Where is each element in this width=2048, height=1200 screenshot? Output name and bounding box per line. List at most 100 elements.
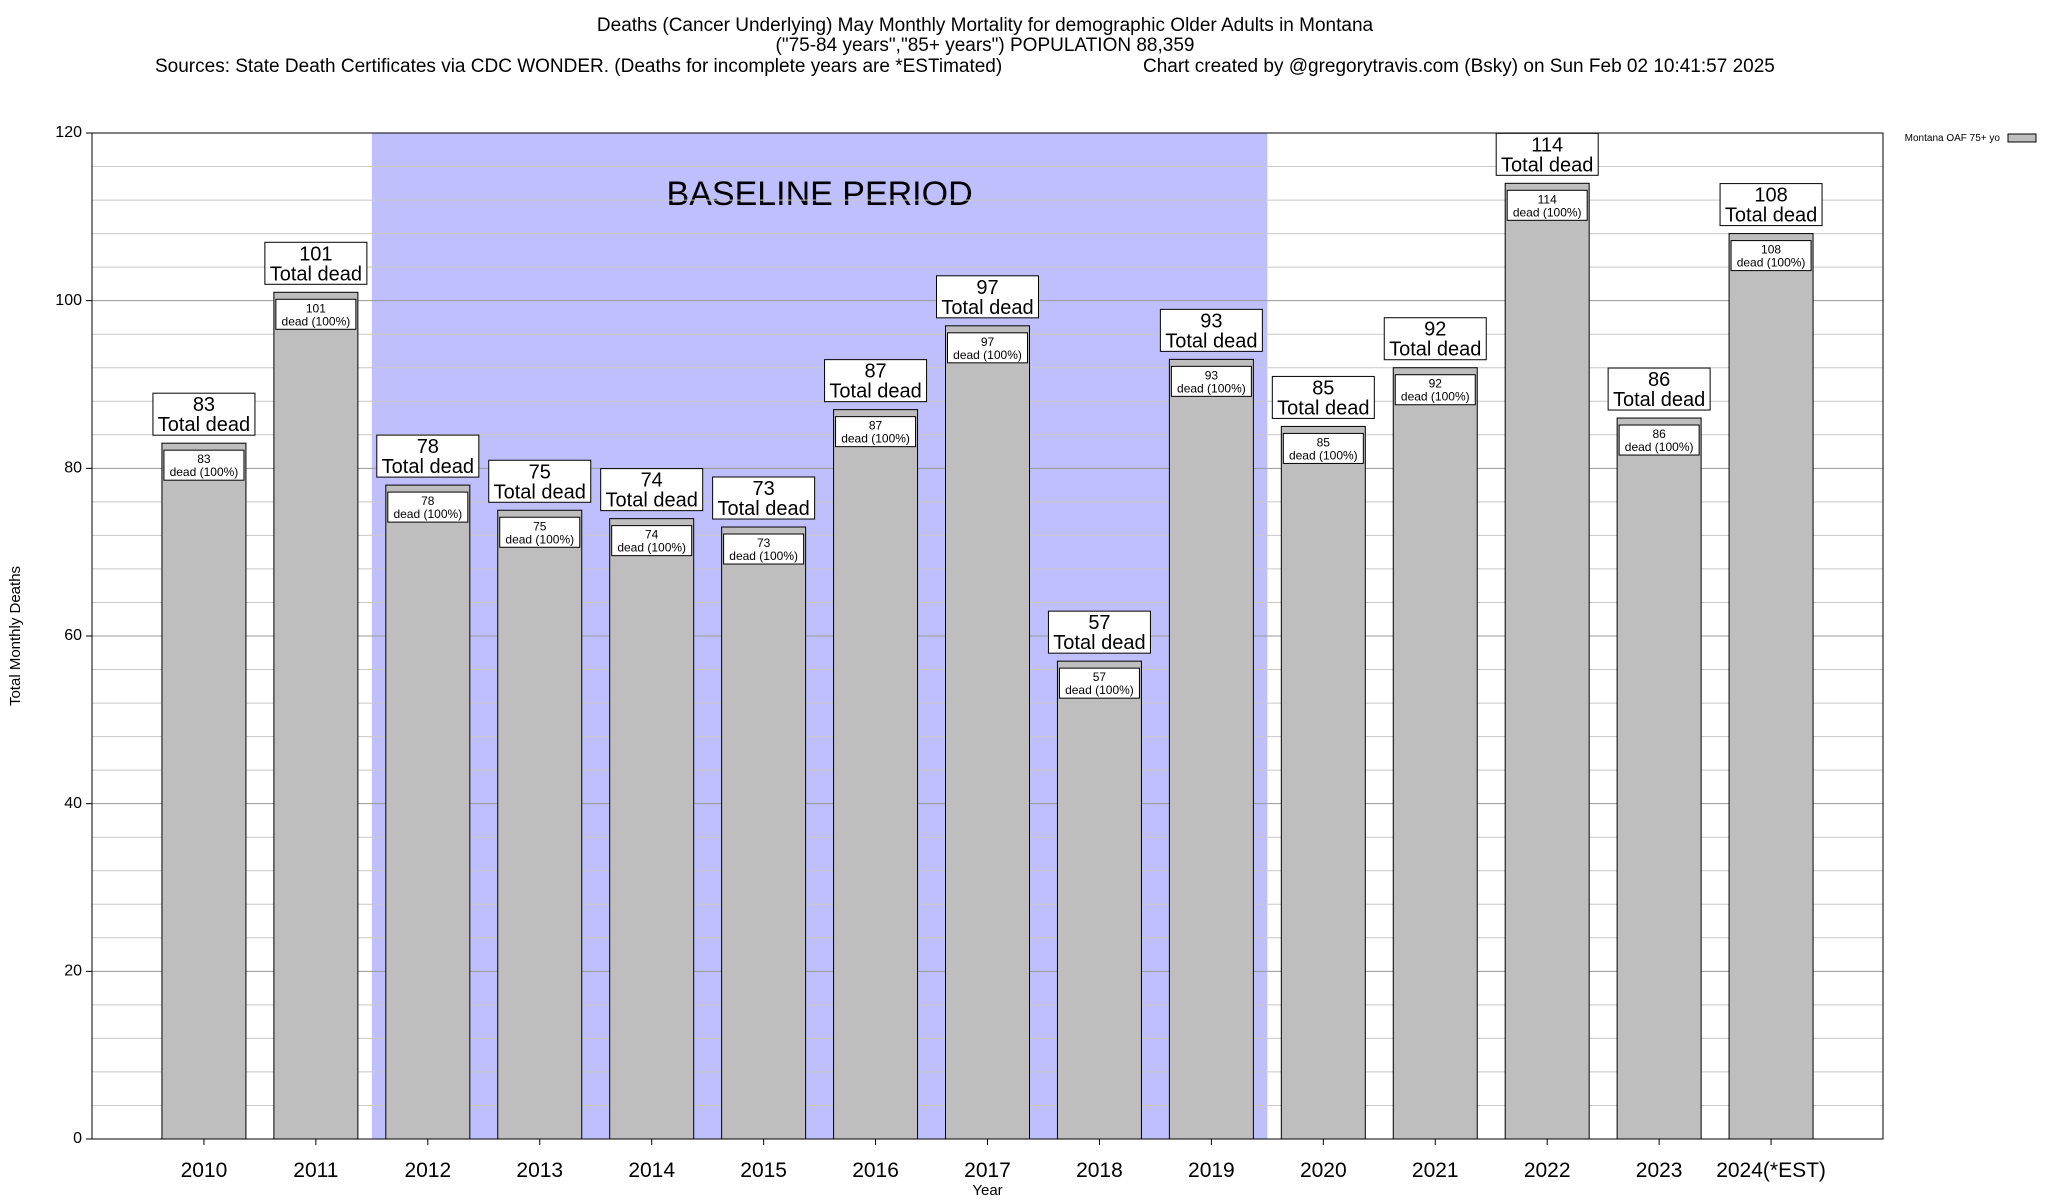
segment-value: 78 (421, 494, 435, 508)
y-axis-label: Total Monthly Deaths (7, 566, 24, 706)
segment-label: dead (100%) (505, 532, 574, 546)
total-label-box (1495, 132, 1599, 176)
segment-label-box (1730, 240, 1812, 272)
y-tick-label: 40 (64, 795, 82, 812)
segment-label: dead (100%) (729, 549, 798, 563)
total-label-box (824, 359, 928, 403)
x-tick-label: 2014 (628, 1159, 675, 1182)
total-label: Total dead (158, 414, 250, 436)
segment-label-box (1058, 667, 1140, 699)
total-label: Total dead (717, 498, 809, 520)
total-label-box (1383, 317, 1487, 361)
segment-value: 92 (1429, 377, 1443, 391)
total-label: Total dead (1165, 330, 1257, 352)
total-value: 108 (1754, 185, 1787, 207)
x-tick-label: 2012 (404, 1159, 451, 1182)
segment-label: dead (100%) (841, 432, 910, 446)
chart-sources: Sources: State Death Certificates via CD… (155, 56, 1002, 77)
bar (1280, 425, 1366, 1140)
bar (497, 509, 583, 1140)
total-label: Total dead (1501, 154, 1593, 176)
segment-value: 83 (197, 452, 211, 466)
total-value: 101 (299, 243, 332, 265)
total-label-box (1271, 375, 1375, 419)
total-label: Total dead (606, 490, 698, 512)
segment-label: dead (100%) (282, 314, 351, 328)
total-label: Total dead (941, 297, 1033, 319)
total-value: 75 (529, 461, 551, 483)
bar (833, 409, 919, 1140)
x-tick-label: 2016 (852, 1159, 899, 1182)
x-tick-label: 2010 (181, 1159, 228, 1182)
total-value: 74 (641, 470, 663, 492)
bar (385, 484, 471, 1140)
y-tick-label: 120 (55, 124, 82, 141)
chart-credit: Chart created by @gregorytravis.com (Bsk… (1143, 56, 1775, 77)
total-value: 57 (1088, 612, 1110, 634)
x-tick-label: 2018 (1076, 1159, 1123, 1182)
total-label-box (264, 241, 368, 285)
total-label-box (1159, 308, 1263, 352)
segment-label-box (1170, 365, 1252, 397)
total-label: Total dead (829, 381, 921, 403)
segment-label: dead (100%) (1289, 448, 1358, 462)
bar (273, 291, 359, 1140)
total-label-box (488, 459, 592, 503)
segment-value: 87 (869, 419, 883, 433)
x-tick-label: 2021 (1412, 1159, 1459, 1182)
total-value: 97 (976, 277, 998, 299)
segment-label: dead (100%) (953, 348, 1022, 362)
bar (945, 325, 1030, 1140)
segment-value: 114 (1538, 192, 1557, 206)
bar (1616, 417, 1702, 1140)
y-tick-label: 20 (64, 963, 82, 980)
segment-label-box (1506, 189, 1588, 221)
bar (1168, 358, 1254, 1140)
segment-value: 93 (1205, 368, 1219, 382)
total-value: 83 (193, 394, 215, 416)
legend: Montana OAF 75+ yo (1905, 133, 2037, 144)
segment-label-box (611, 525, 693, 557)
segment-label: dead (100%) (1401, 390, 1470, 404)
segment-value: 74 (645, 528, 659, 542)
baseline-label: BASELINE PERIOD (667, 175, 973, 213)
segment-label: dead (100%) (1065, 683, 1134, 697)
segment-label: dead (100%) (617, 541, 686, 555)
total-label: Total dead (1725, 205, 1817, 227)
bar (161, 442, 247, 1140)
total-value: 78 (417, 436, 439, 458)
segment-value: 97 (981, 335, 995, 349)
total-value: 73 (753, 478, 775, 500)
total-label: Total dead (1613, 389, 1705, 411)
total-label: Total dead (1277, 397, 1369, 419)
segment-label-box (499, 516, 581, 548)
total-label-box (152, 392, 256, 436)
total-label-box (1047, 610, 1151, 654)
total-value: 87 (864, 361, 886, 383)
x-tick-label: 2017 (964, 1159, 1011, 1182)
segment-value: 85 (1317, 435, 1331, 449)
segment-value: 75 (533, 519, 547, 533)
total-label: Total dead (1053, 632, 1145, 654)
x-axis-label: Year (972, 1182, 1002, 1199)
legend-swatch (2007, 133, 2037, 143)
y-tick-label: 100 (55, 292, 82, 309)
x-tick-label: 2022 (1524, 1159, 1571, 1182)
total-label-box (936, 275, 1039, 319)
bar (1056, 660, 1142, 1140)
total-value: 114 (1531, 134, 1563, 156)
segment-value: 101 (306, 301, 326, 315)
bar (721, 526, 807, 1140)
